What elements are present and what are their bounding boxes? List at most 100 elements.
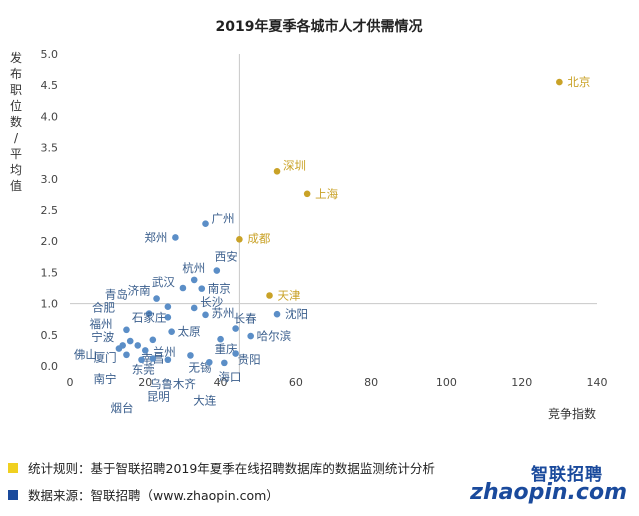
data-point: 佛山 bbox=[74, 345, 123, 362]
data-point: 长沙 bbox=[190, 295, 224, 312]
data-point: 海口 bbox=[218, 359, 241, 384]
y-axis-label-char: 值 bbox=[10, 178, 22, 193]
point-label: 重庆 bbox=[215, 342, 238, 356]
data-point: 福州 bbox=[89, 317, 130, 334]
data-point: 兰州 bbox=[149, 336, 176, 359]
data-point: 宁波 bbox=[91, 330, 134, 345]
point-marker bbox=[187, 352, 194, 359]
point-marker bbox=[232, 325, 239, 332]
data-point: 武汉 bbox=[152, 275, 187, 292]
data-point: 青岛 bbox=[105, 288, 172, 311]
point-marker bbox=[213, 267, 221, 274]
point-label: 成都 bbox=[247, 231, 270, 245]
y-tick-label: 4.0 bbox=[41, 110, 59, 123]
data-point: 广州 bbox=[202, 212, 235, 228]
data-point: 沈阳 bbox=[273, 307, 308, 321]
point-label: 深圳 bbox=[283, 158, 306, 172]
yellow-square-icon bbox=[8, 462, 18, 473]
statistics-rule-note: 统计规则：基于智联招聘2019年夏季在线招聘数据库的数据监测统计分析 bbox=[8, 458, 435, 477]
point-marker bbox=[221, 359, 228, 367]
y-tick-label: 2.0 bbox=[41, 235, 59, 248]
point-label: 广州 bbox=[212, 212, 235, 226]
data-point: 东莞 bbox=[132, 342, 155, 376]
data-point: 西安 bbox=[213, 250, 238, 274]
y-tick-label: 2.5 bbox=[41, 204, 59, 217]
point-marker bbox=[149, 336, 157, 344]
point-marker bbox=[179, 284, 187, 292]
point-marker bbox=[205, 358, 213, 366]
x-tick-label: 20 bbox=[138, 376, 152, 389]
y-axis-label-char: 职 bbox=[10, 83, 22, 97]
point-marker bbox=[303, 190, 311, 198]
data-point: 贵阳 bbox=[232, 350, 261, 367]
y-axis-label-char: / bbox=[14, 131, 19, 145]
y-axis-label-char: 发 bbox=[10, 50, 22, 65]
point-label: 大连 bbox=[193, 393, 216, 407]
point-label: 太原 bbox=[178, 325, 201, 339]
x-tick-label: 100 bbox=[436, 376, 457, 389]
point-label: 上海 bbox=[315, 187, 338, 201]
point-marker bbox=[138, 356, 145, 364]
point-marker bbox=[217, 335, 224, 343]
point-label: 长沙 bbox=[200, 295, 223, 309]
point-marker bbox=[153, 295, 160, 302]
data-point: 无锡 bbox=[187, 352, 211, 374]
point-marker bbox=[190, 276, 198, 284]
point-label: 杭州 bbox=[182, 261, 205, 275]
point-marker bbox=[123, 326, 130, 334]
data-point: 太原 bbox=[168, 325, 201, 339]
data-point: 烟台 bbox=[111, 356, 145, 415]
point-marker bbox=[202, 220, 209, 228]
point-marker bbox=[149, 355, 157, 362]
point-marker bbox=[123, 351, 130, 359]
y-tick-label: 5.0 bbox=[41, 48, 59, 61]
point-marker bbox=[126, 337, 134, 345]
point-marker bbox=[202, 311, 209, 319]
logo-cn-text: 智联招聘 bbox=[531, 465, 603, 485]
point-marker bbox=[145, 310, 153, 317]
logo-en-text: zhaopin.com bbox=[470, 480, 627, 505]
point-marker bbox=[115, 345, 123, 352]
point-label: 南京 bbox=[208, 282, 231, 296]
point-marker bbox=[232, 350, 239, 357]
blue-square-icon bbox=[8, 489, 18, 500]
point-label: 天津 bbox=[278, 288, 301, 302]
y-tick-label: 3.5 bbox=[41, 142, 59, 155]
data-point: 大连 bbox=[193, 358, 217, 407]
data-point: 南京 bbox=[198, 282, 231, 296]
data-point: 长春 bbox=[232, 312, 257, 332]
data-point: 杭州 bbox=[182, 261, 205, 284]
point-label: 宁波 bbox=[91, 330, 114, 344]
point-marker bbox=[172, 234, 179, 241]
data-source-text: 数据来源：智联招聘（www.zhaopin.com） bbox=[28, 488, 279, 503]
data-point: 厦门 bbox=[94, 342, 126, 364]
point-marker bbox=[273, 168, 281, 175]
point-label: 福州 bbox=[89, 317, 112, 331]
y-tick-label: 1.5 bbox=[41, 266, 59, 279]
y-tick-label: 4.5 bbox=[41, 79, 59, 92]
point-label: 武汉 bbox=[152, 275, 175, 289]
data-point: 石家庄 bbox=[132, 310, 172, 324]
point-label: 佛山 bbox=[74, 348, 97, 362]
point-label: 西安 bbox=[215, 250, 238, 264]
point-marker bbox=[247, 332, 254, 340]
point-label: 青岛 bbox=[105, 288, 128, 302]
x-tick-label: 40 bbox=[214, 376, 228, 389]
point-label: 石家庄 bbox=[132, 310, 167, 324]
y-axis-label-char: 数 bbox=[10, 114, 22, 129]
point-marker bbox=[266, 292, 273, 299]
data-source-note: 数据来源：智联招聘（www.zhaopin.com） bbox=[8, 485, 279, 504]
zhaopin-logo: 智联招聘 zhaopin.com bbox=[470, 460, 627, 510]
point-label: 乌鲁木齐 bbox=[150, 377, 196, 391]
x-tick-label: 120 bbox=[511, 376, 532, 389]
point-label: 南宁 bbox=[93, 372, 116, 386]
x-axis-label: 竞争指数 bbox=[548, 406, 596, 421]
x-tick-label: 60 bbox=[289, 376, 303, 389]
data-point: 天津 bbox=[266, 288, 301, 302]
point-label: 苏州 bbox=[212, 306, 235, 320]
point-label: 郑州 bbox=[144, 230, 167, 244]
data-point: 合肥 bbox=[92, 301, 153, 317]
data-point: 成都 bbox=[236, 231, 271, 245]
point-label: 贵阳 bbox=[238, 353, 261, 367]
y-tick-label: 0.0 bbox=[41, 360, 59, 373]
